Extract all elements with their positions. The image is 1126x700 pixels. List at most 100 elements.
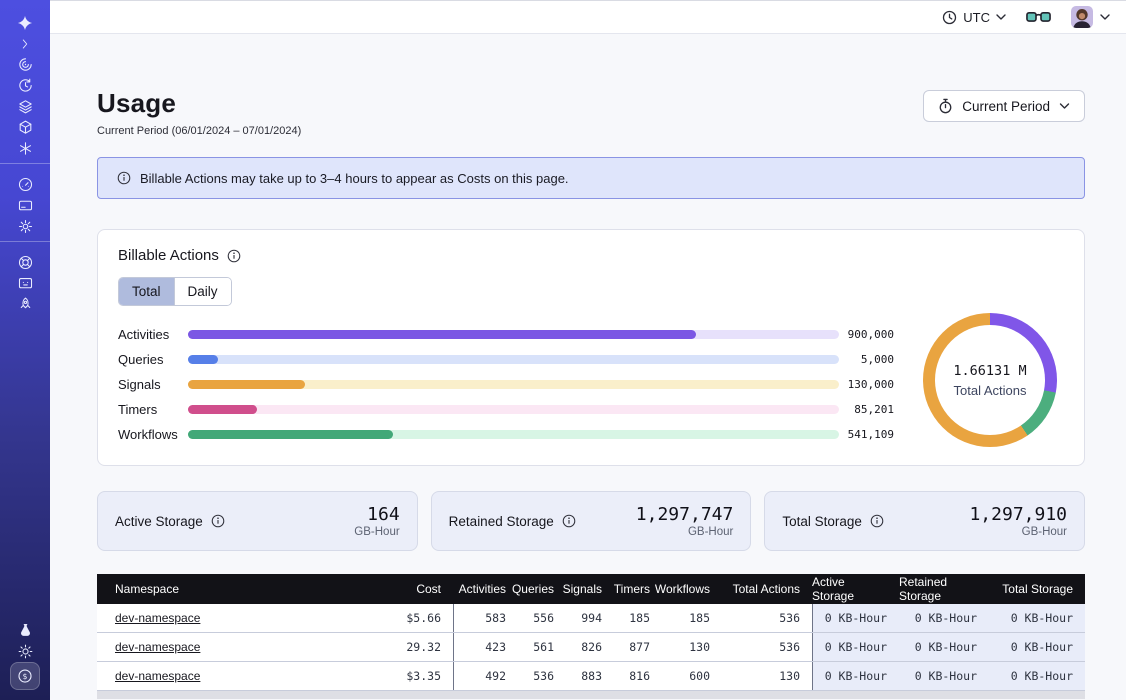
cell-cost: $5.66 [348, 604, 453, 632]
bar-fill [188, 355, 218, 364]
bar-track [188, 330, 839, 339]
sidebar: $ [0, 0, 50, 700]
info-icon[interactable] [562, 514, 576, 528]
namespace-usage-table: Namespace Cost Activities Queries Signal… [97, 574, 1085, 699]
cell-activities: 492 [453, 662, 518, 690]
rocket-icon[interactable] [10, 294, 40, 315]
donut-total-label: Total Actions [954, 383, 1027, 398]
main-area: UTC Usage Current Period (06/01/2024 – 0… [50, 0, 1126, 700]
bar-row: Activities 900,000 [118, 322, 894, 347]
cell-workflows: 130 [662, 633, 722, 661]
col-header-queries: Queries [518, 574, 566, 604]
col-header-workflows: Workflows [662, 574, 722, 604]
schedules-icon[interactable] [10, 75, 40, 96]
svg-text:$: $ [23, 672, 28, 681]
chevron-down-icon [996, 14, 1006, 21]
cell-total-actions: 536 [722, 604, 812, 632]
info-banner-text: Billable Actions may take up to 3–4 hour… [140, 171, 569, 186]
namespace-link[interactable]: dev-namespace [115, 640, 200, 654]
billable-actions-title: Billable Actions [118, 247, 219, 264]
bar-value: 900,000 [839, 328, 894, 341]
donut-total-value: 1.66131 M [953, 363, 1026, 379]
bar-fill [188, 330, 696, 339]
bar-track [188, 405, 839, 414]
cell-queries: 556 [518, 604, 566, 632]
active-storage-card: Active Storage 164 GB-Hour [97, 491, 418, 551]
tab-total[interactable]: Total [119, 278, 174, 305]
table-row: dev-namespace 29.32 423 561 826 877 130 … [97, 633, 1085, 662]
avatar [1071, 6, 1093, 28]
gear-icon[interactable] [10, 216, 40, 237]
bar-label: Signals [118, 377, 188, 392]
cell-total-storage: 0 KB-Hour [989, 662, 1085, 690]
storage-summary-row: Active Storage 164 GB-Hour Retained Stor… [97, 491, 1085, 551]
stopwatch-icon [938, 98, 953, 114]
cell-retained-storage: 0 KB-Hour [899, 633, 989, 661]
billable-bar-chart: Activities 900,000 Queries 5,000 [118, 322, 894, 447]
glasses-icon[interactable] [1026, 10, 1051, 24]
cell-signals: 826 [566, 633, 614, 661]
cell-active-storage: 0 KB-Hour [812, 633, 899, 661]
bar-fill [188, 430, 393, 439]
col-header-cost: Cost [348, 574, 453, 604]
credit-card-icon[interactable] [10, 195, 40, 216]
sun-icon[interactable] [10, 641, 40, 662]
info-icon[interactable] [211, 514, 225, 528]
info-icon[interactable] [870, 514, 884, 528]
cell-signals: 883 [566, 662, 614, 690]
chevron-down-icon [1100, 14, 1110, 21]
period-dropdown-button[interactable]: Current Period [923, 90, 1085, 122]
cell-queries: 561 [518, 633, 566, 661]
col-header-retained-storage: Retained Storage [899, 574, 989, 604]
topbar: UTC [50, 0, 1126, 34]
col-header-total-storage: Total Storage [989, 574, 1085, 604]
cell-activities: 423 [453, 633, 518, 661]
namespace-link[interactable]: dev-namespace [115, 669, 200, 683]
bar-row: Queries 5,000 [118, 347, 894, 372]
asterisk-icon[interactable] [10, 138, 40, 159]
billable-actions-card: Billable Actions Total Daily Activities … [97, 229, 1085, 466]
cell-retained-storage: 0 KB-Hour [899, 604, 989, 632]
chevron-right-icon[interactable] [10, 33, 40, 54]
total-storage-label: Total Storage [782, 514, 862, 529]
dollar-coin-icon[interactable]: $ [10, 662, 40, 690]
col-header-activities: Activities [453, 574, 518, 604]
cell-timers: 816 [614, 662, 662, 690]
info-icon [117, 171, 131, 185]
tab-daily[interactable]: Daily [174, 278, 231, 305]
retained-storage-unit: GB-Hour [636, 526, 734, 538]
clock-icon [942, 10, 957, 25]
lifebuoy-icon[interactable] [10, 252, 40, 273]
bar-label: Queries [118, 352, 188, 367]
timezone-selector[interactable]: UTC [942, 10, 1006, 25]
bar-track [188, 430, 839, 439]
bar-row: Timers 85,201 [118, 397, 894, 422]
feedback-icon[interactable] [10, 273, 40, 294]
cell-total-actions: 130 [722, 662, 812, 690]
cube-icon[interactable] [10, 117, 40, 138]
user-menu[interactable] [1071, 6, 1110, 28]
cell-active-storage: 0 KB-Hour [812, 604, 899, 632]
bar-value: 85,201 [839, 403, 894, 416]
cell-active-storage: 0 KB-Hour [812, 662, 899, 690]
active-storage-unit: GB-Hour [354, 526, 399, 538]
cell-retained-storage: 0 KB-Hour [899, 662, 989, 690]
gauge-icon[interactable] [10, 174, 40, 195]
bar-track [188, 380, 839, 389]
info-icon[interactable] [227, 249, 241, 263]
sidebar-divider [0, 163, 50, 164]
table-row: dev-namespace $3.35 492 536 883 816 600 … [97, 662, 1085, 691]
layers-icon[interactable] [10, 96, 40, 117]
namespace-link[interactable]: dev-namespace [115, 611, 200, 625]
bar-track [188, 355, 839, 364]
page-title: Usage [97, 88, 301, 118]
namespaces-icon[interactable] [10, 54, 40, 75]
cell-timers: 877 [614, 633, 662, 661]
table-header-row: Namespace Cost Activities Queries Signal… [97, 574, 1085, 604]
total-storage-value: 1,297,910 [969, 505, 1067, 525]
col-header-signals: Signals [566, 574, 614, 604]
total-actions-donut: 1.66131 M Total Actions [923, 313, 1057, 447]
col-header-active-storage: Active Storage [812, 574, 899, 604]
flask-icon[interactable] [10, 620, 40, 641]
temporal-logo[interactable] [10, 12, 40, 33]
